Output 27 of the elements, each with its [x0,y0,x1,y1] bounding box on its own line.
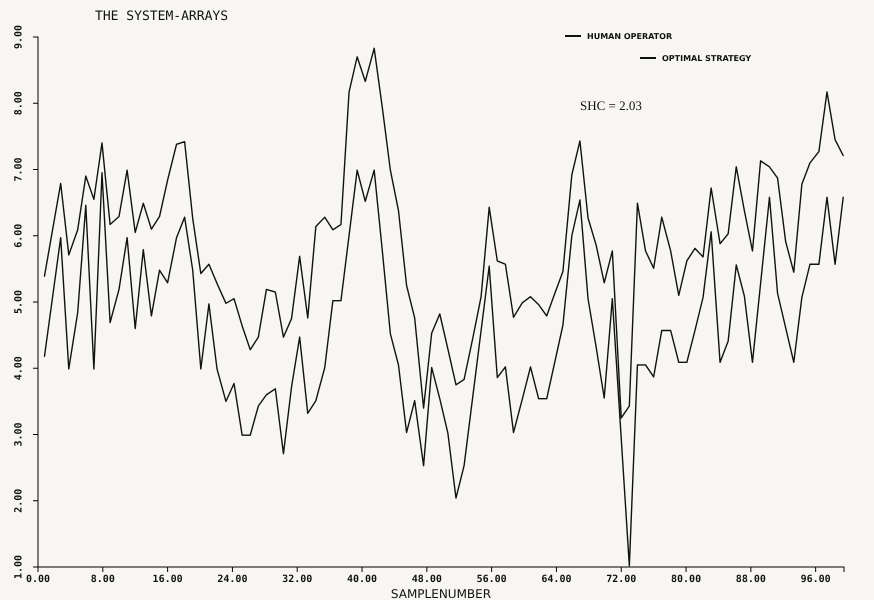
x-tick-label: 24.00 [217,574,248,586]
y-tick-label: 1.00 [14,554,24,580]
legend-label: HUMAN OPERATOR [587,32,672,41]
x-tick-label: 56.00 [476,574,507,586]
y-tick-label: 7.00 [14,157,24,182]
x-tick-label: 8.00 [90,574,115,586]
x-tick-label: 88.00 [736,574,766,586]
x-tick-label: 0.00 [26,574,50,586]
x-tick-label: 40.00 [346,574,378,586]
x-tick-label: 96.00 [800,574,831,586]
y-tick-label: 2.00 [14,488,24,513]
x-tick-label: 48.00 [412,574,442,586]
chart-title: THE SYSTEM-ARRAYS [95,9,228,24]
x-tick-label: 72.00 [606,574,636,586]
y-tick-label: 5.00 [14,290,24,314]
y-tick-label: 4.00 [14,356,24,380]
x-tick-label: 32.00 [282,574,312,586]
y-tick-label: 6.00 [14,224,24,248]
y-tick-label: 9.00 [14,24,24,50]
x-tick-label: 80.00 [670,574,702,586]
legend-label: OPTIMAL STRATEGY [662,54,752,63]
annotation: SHC = 2.03 [580,98,642,113]
x-tick-label: 16.00 [152,574,183,586]
y-tick-label: 8.00 [14,91,24,116]
x-axis-title: SAMPLENUMBER [390,587,492,600]
x-tick-label: 64.00 [541,574,572,586]
y-tick-label: 3.00 [14,422,24,447]
